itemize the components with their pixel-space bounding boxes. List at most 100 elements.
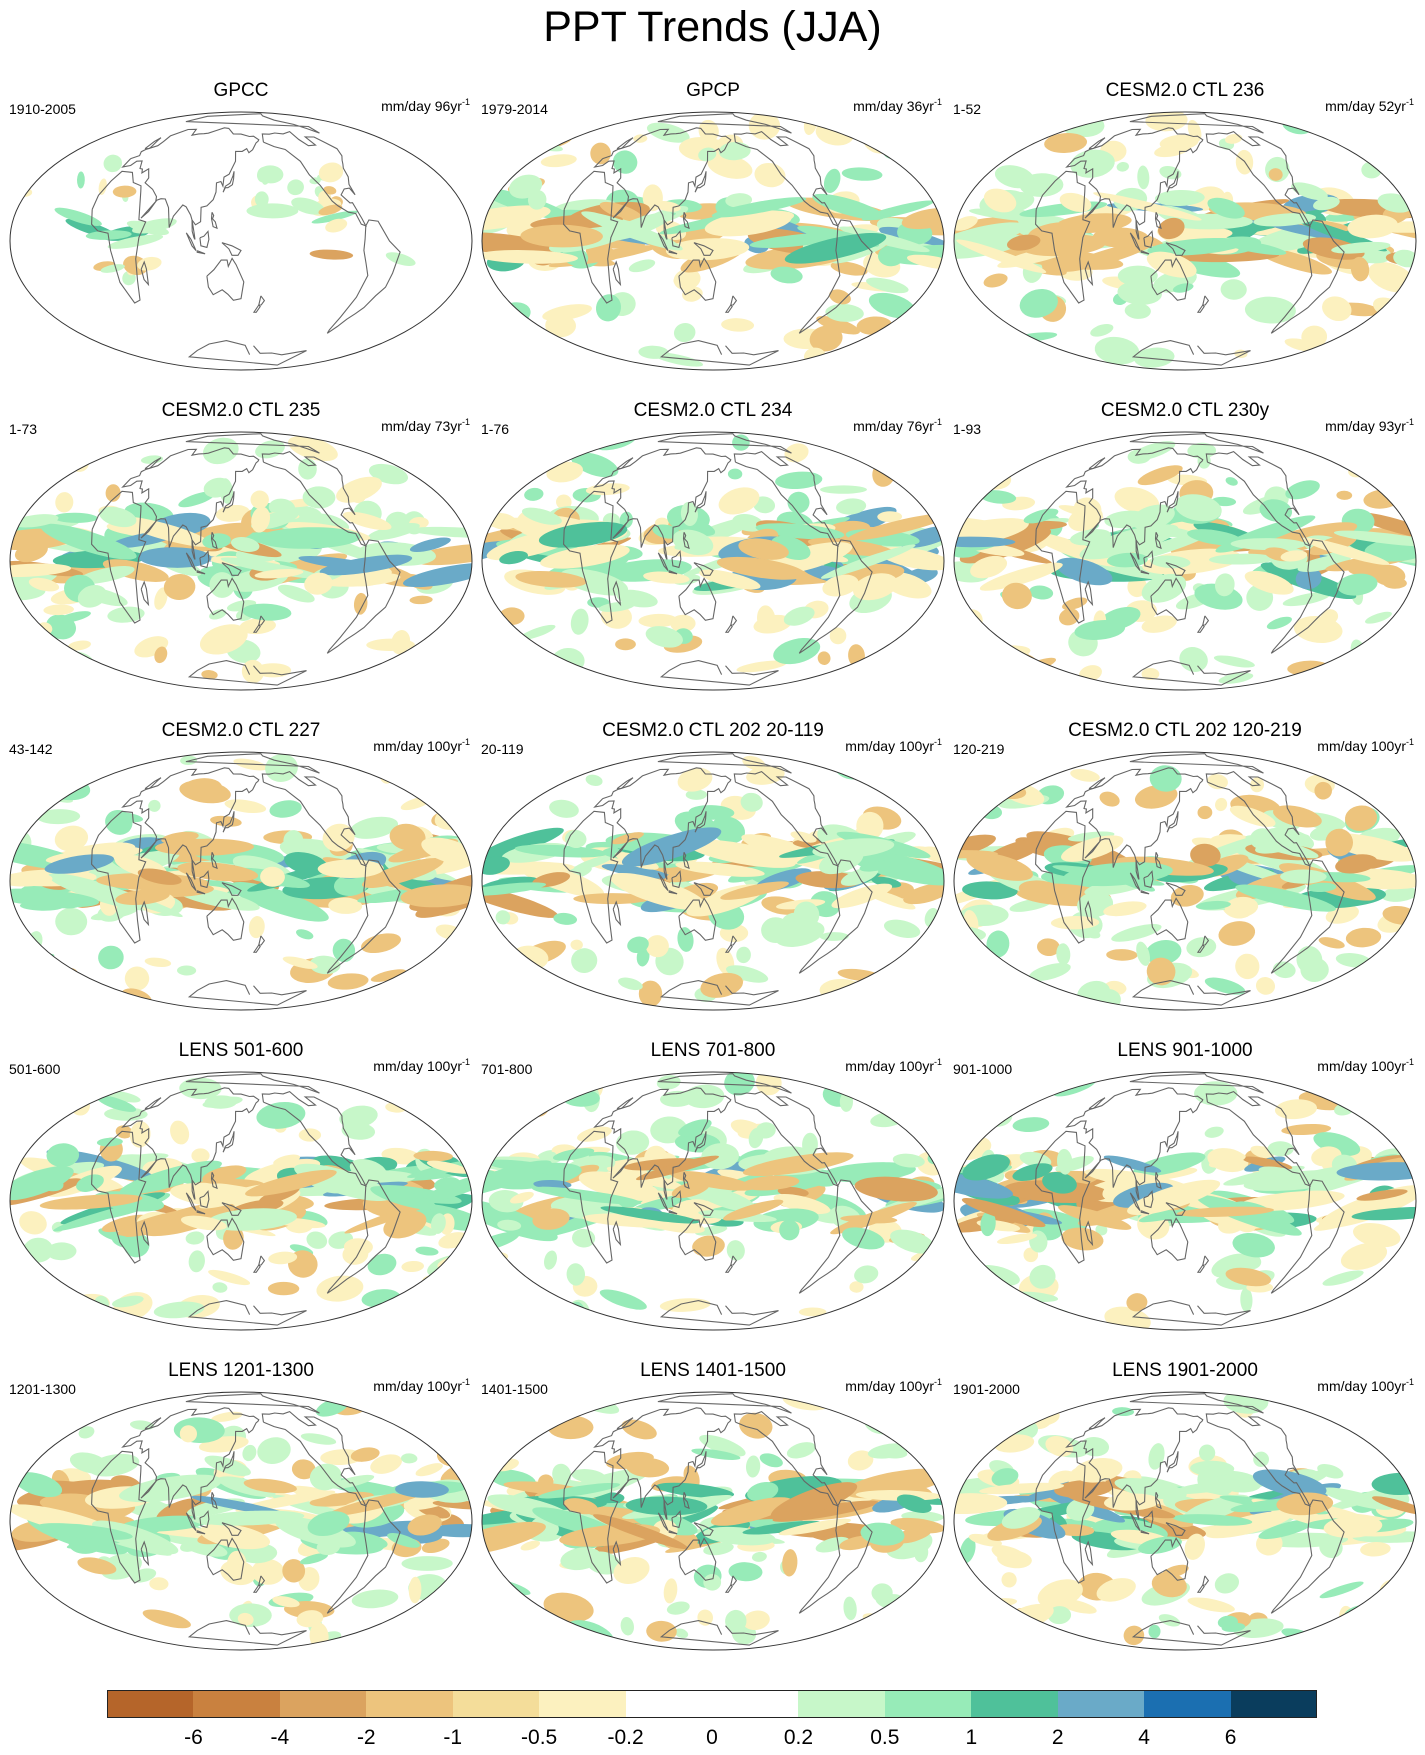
coastline	[593, 447, 732, 548]
units-exponent: -1	[933, 1377, 942, 1387]
coastline	[1129, 552, 1141, 572]
units-text: mm/day 73yr	[381, 418, 462, 434]
coastline	[563, 1450, 619, 1584]
coastline	[659, 980, 779, 1006]
trend-patch	[990, 650, 1041, 678]
trend-patch	[983, 188, 1017, 213]
panel-title: CESM2.0 CTL 230y	[1100, 400, 1270, 421]
trend-patch	[841, 167, 883, 181]
trend-patch	[1190, 843, 1221, 867]
coastline	[1196, 1584, 1205, 1593]
trend-patch	[44, 854, 115, 874]
colorbar-tick-label: 0.2	[783, 1726, 814, 1749]
trend-patch	[1002, 753, 1033, 771]
world-map	[481, 111, 945, 371]
map-panel: LENS 1201-1300 1201-1300 mm/day 100yr-1	[8, 1360, 474, 1660]
trend-patch	[1058, 1205, 1132, 1230]
trend-patch	[1207, 774, 1228, 790]
trend-patch	[1117, 281, 1162, 305]
coastline	[678, 257, 717, 301]
trend-patch	[552, 1148, 595, 1161]
trend-patch	[1280, 550, 1308, 562]
trend-patch	[1148, 1443, 1165, 1470]
trend-patch	[726, 1240, 745, 1261]
trend-patch	[678, 1119, 712, 1137]
trend-patch	[53, 512, 98, 523]
coastlines	[563, 1073, 873, 1326]
trend-patch	[204, 1095, 238, 1109]
trend-patch	[287, 179, 304, 196]
trend-patch	[1172, 1479, 1250, 1494]
trend-patch	[855, 335, 895, 353]
trend-patch	[300, 1433, 337, 1445]
trend-patch	[1255, 977, 1276, 995]
trend-patch	[491, 760, 536, 774]
trend-patch	[670, 614, 696, 633]
trend-patch	[967, 143, 1013, 161]
coastlines	[1035, 1073, 1345, 1326]
trend-patch	[866, 277, 909, 294]
trend-patch	[645, 935, 669, 958]
trend-patch	[896, 767, 914, 780]
trend-patch	[721, 318, 755, 332]
coastline	[657, 1073, 792, 1094]
coastline	[668, 570, 678, 575]
trend-patch	[718, 487, 760, 515]
trend-patch	[673, 323, 696, 343]
trend-patch	[318, 204, 343, 216]
trend-patch	[812, 838, 895, 859]
trend-patch	[1136, 941, 1150, 966]
coastlines	[91, 1393, 401, 1646]
coastline	[1135, 1179, 1140, 1200]
trend-patch	[1148, 1624, 1161, 1639]
coastline	[258, 615, 266, 626]
coastline	[659, 660, 779, 686]
trend-patch	[528, 1412, 543, 1424]
trend-patch	[1323, 1515, 1383, 1538]
trend-patch	[138, 547, 212, 568]
trend-patch	[585, 774, 603, 787]
trend-patch	[61, 967, 79, 980]
coastline	[1065, 127, 1204, 228]
coastline	[1035, 170, 1091, 304]
coastline	[678, 1217, 717, 1261]
trend-patch	[12, 186, 33, 197]
trend-patch	[1056, 1148, 1073, 1175]
trend-patch	[153, 1301, 205, 1319]
panel-title: CESM2.0 CTL 236	[1105, 80, 1265, 101]
world-map	[953, 751, 1417, 1011]
trend-patch	[154, 646, 168, 664]
trend-patch	[1003, 1624, 1044, 1644]
trend-patch	[401, 1556, 453, 1571]
trend-patch	[751, 1551, 767, 1562]
trend-patch	[726, 965, 769, 983]
coastline	[563, 1130, 619, 1264]
trend-patch	[842, 1227, 885, 1250]
trend-patch	[1124, 302, 1151, 319]
coastline	[121, 1087, 260, 1188]
trend-patch	[848, 644, 865, 668]
trend-patch	[701, 1143, 739, 1170]
coastline	[663, 1499, 668, 1520]
trend-patch	[1234, 349, 1248, 359]
trend-patch	[490, 1252, 509, 1262]
trend-patch	[1334, 1102, 1355, 1116]
coastline	[724, 944, 733, 953]
trend-patch	[144, 957, 172, 968]
map-frame	[953, 1391, 1417, 1651]
trend-patch	[1224, 133, 1243, 144]
coastline	[1154, 532, 1162, 550]
coastline	[1135, 539, 1140, 560]
coastline	[563, 810, 619, 944]
coastline	[185, 1073, 320, 1094]
trend-patch	[1287, 660, 1330, 676]
units-text: mm/day 76yr	[853, 418, 934, 434]
trend-patch	[621, 1419, 657, 1440]
colorbar-tick-label: -2	[356, 1726, 376, 1749]
trend-patch	[142, 1609, 191, 1629]
coastline	[191, 1499, 196, 1520]
trend-patch	[962, 460, 1012, 490]
trend-patch	[966, 852, 1033, 881]
trend-patch	[421, 1281, 466, 1293]
coastline	[222, 171, 235, 193]
